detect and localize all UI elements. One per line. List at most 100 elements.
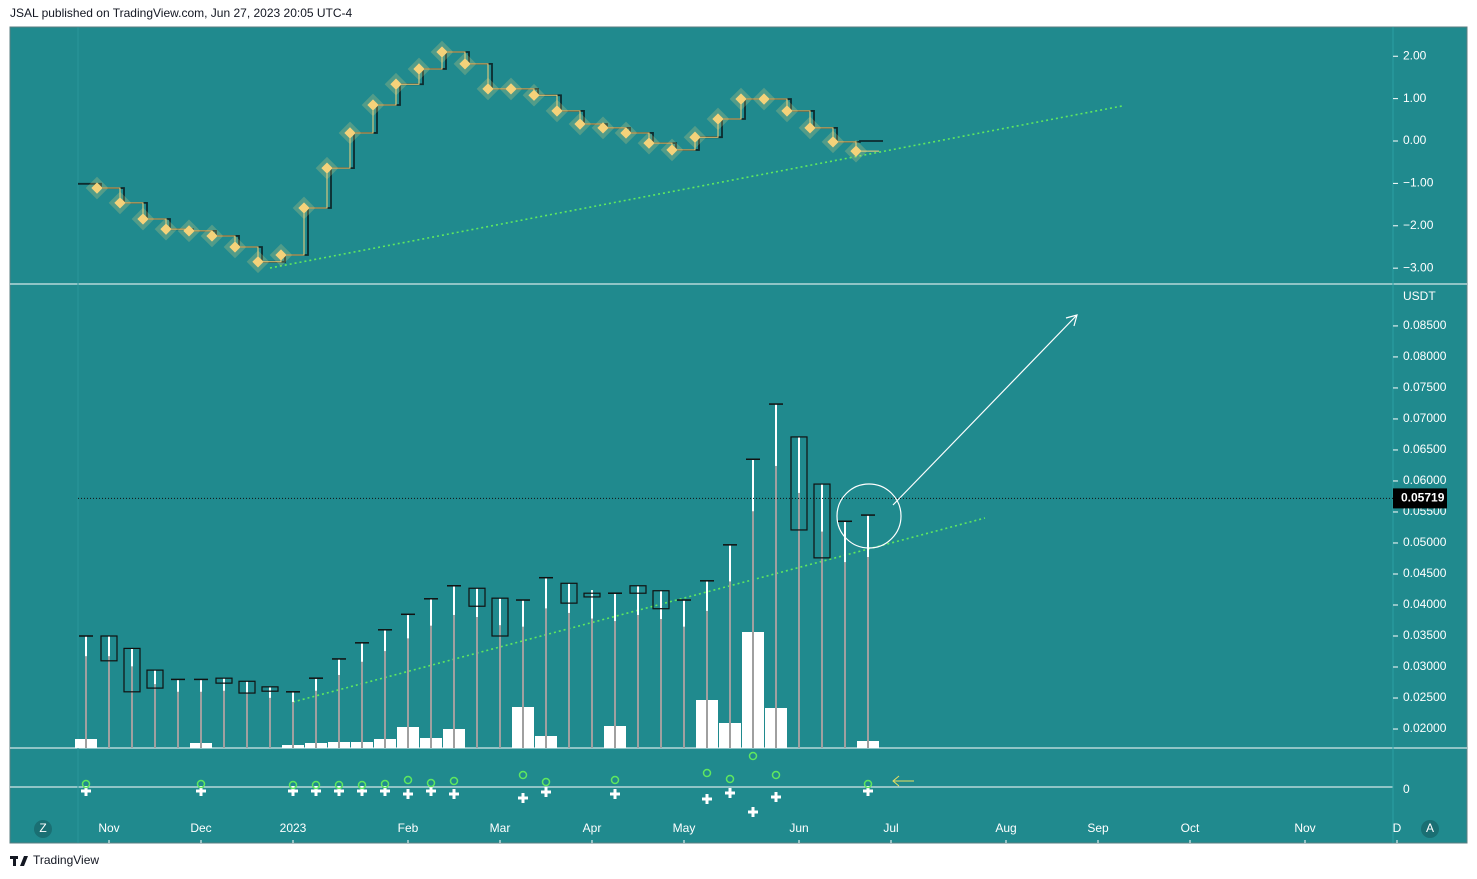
diamond <box>827 136 839 148</box>
x-tick-label: Nov <box>98 821 119 835</box>
diamond <box>620 127 632 139</box>
x-tick-label: Aug <box>995 821 1016 835</box>
candle-body <box>629 585 647 594</box>
buy-cross <box>403 789 413 799</box>
buy-cross <box>610 789 620 799</box>
y-tick-label: 1.00 <box>1403 91 1427 105</box>
diamond <box>183 225 195 237</box>
y-tick-label: −2.00 <box>1403 218 1434 232</box>
buy-cross <box>334 786 344 796</box>
brand: TradingView <box>33 853 99 867</box>
signal-circle <box>541 777 551 787</box>
y-tick-label: 0.05000 <box>1403 535 1447 549</box>
x-tick-label: Apr <box>583 821 602 835</box>
signal-circle <box>357 780 367 790</box>
signal-circle <box>196 779 206 789</box>
buy-cross <box>449 789 459 799</box>
diamond <box>321 162 333 174</box>
y-tick-label: 0.04500 <box>1403 566 1447 580</box>
diamond <box>689 131 701 143</box>
buy-cross <box>311 786 321 796</box>
candle-body <box>261 686 279 692</box>
diamond <box>229 241 241 253</box>
y-tick-label: 2.00 <box>1403 48 1427 62</box>
signal-circle <box>288 780 298 790</box>
buy-cross <box>357 786 367 796</box>
x-tick-label: May <box>673 821 696 835</box>
y-tick-label: 0.08000 <box>1403 349 1447 363</box>
y-tick-label: −1.00 <box>1403 176 1434 190</box>
diamond <box>252 256 264 268</box>
x-tick-label: 2023 <box>280 821 307 835</box>
fast-line <box>97 51 879 263</box>
signal-circle <box>311 780 321 790</box>
y-tick-label: −3.00 <box>1403 260 1434 274</box>
candle-body <box>583 592 601 598</box>
diamond <box>597 122 609 134</box>
y-tick-label: 0.06000 <box>1403 473 1447 487</box>
y-tick-label: 0.02000 <box>1403 721 1447 735</box>
last-price-label: 0.05719 <box>1401 491 1445 505</box>
y-tick-label: 0 <box>1403 782 1410 796</box>
arrow-head <box>1065 314 1078 327</box>
arrow <box>892 314 1078 506</box>
y-tick-label: 0.04000 <box>1403 597 1447 611</box>
y-tick-label: 0.03500 <box>1403 628 1447 642</box>
y-tick-label: 0.08500 <box>1403 318 1447 332</box>
x-tick-label: Jun <box>789 821 808 835</box>
signal-circle <box>725 774 735 784</box>
signal-circle <box>403 775 413 785</box>
diamond <box>298 202 310 214</box>
y-tick-label: 0.00 <box>1403 133 1427 147</box>
buy-cross <box>725 788 735 798</box>
candle-body <box>100 635 118 662</box>
x-tick-label: Feb <box>398 821 419 835</box>
signal-circle <box>81 779 91 789</box>
candle-body <box>560 582 578 604</box>
signal-circle <box>702 768 712 778</box>
signal-circle <box>863 779 873 789</box>
x-tick-label: Sep <box>1087 821 1109 835</box>
auto-button[interactable] <box>1421 820 1439 838</box>
candle-body <box>123 647 141 693</box>
x-tick-label: Oct <box>1181 821 1200 835</box>
signal-circle <box>771 770 781 780</box>
diamond <box>850 145 862 157</box>
buy-cross <box>541 787 551 797</box>
trendline <box>292 517 986 703</box>
buy-cross <box>426 786 436 796</box>
chart-area <box>9 26 1468 844</box>
signal-circle <box>334 780 344 790</box>
candle-body <box>146 669 164 689</box>
diamond <box>137 213 149 225</box>
x-tick-label: Nov <box>1294 821 1315 835</box>
diamond <box>666 144 678 156</box>
buy-cross <box>518 793 528 803</box>
y-tick-label: 0.03000 <box>1403 659 1447 673</box>
x-tick-label: Dec <box>190 821 211 835</box>
candle-body <box>468 587 486 607</box>
signal-circle <box>449 776 459 786</box>
diamond <box>436 46 448 58</box>
y-tick-label: 0.02500 <box>1403 690 1447 704</box>
diamond <box>275 249 287 261</box>
auto-button-label[interactable]: A <box>1426 821 1434 835</box>
buy-cross <box>702 794 712 804</box>
candle-body <box>491 597 509 637</box>
signal-circle <box>518 770 528 780</box>
diamond <box>344 127 356 139</box>
tv-logo <box>10 856 28 866</box>
diamond <box>206 230 218 242</box>
y-tick-label: 0.06500 <box>1403 442 1447 456</box>
x-tick-label: D <box>1393 821 1402 835</box>
diamond <box>459 58 471 70</box>
candle-body <box>652 590 670 610</box>
signal-circle <box>426 778 436 788</box>
zoom-button[interactable] <box>34 820 52 838</box>
zoom-button-label[interactable]: Z <box>39 821 46 835</box>
x-tick-label: Mar <box>490 821 511 835</box>
signal-circle <box>748 751 758 761</box>
diamond <box>643 137 655 149</box>
